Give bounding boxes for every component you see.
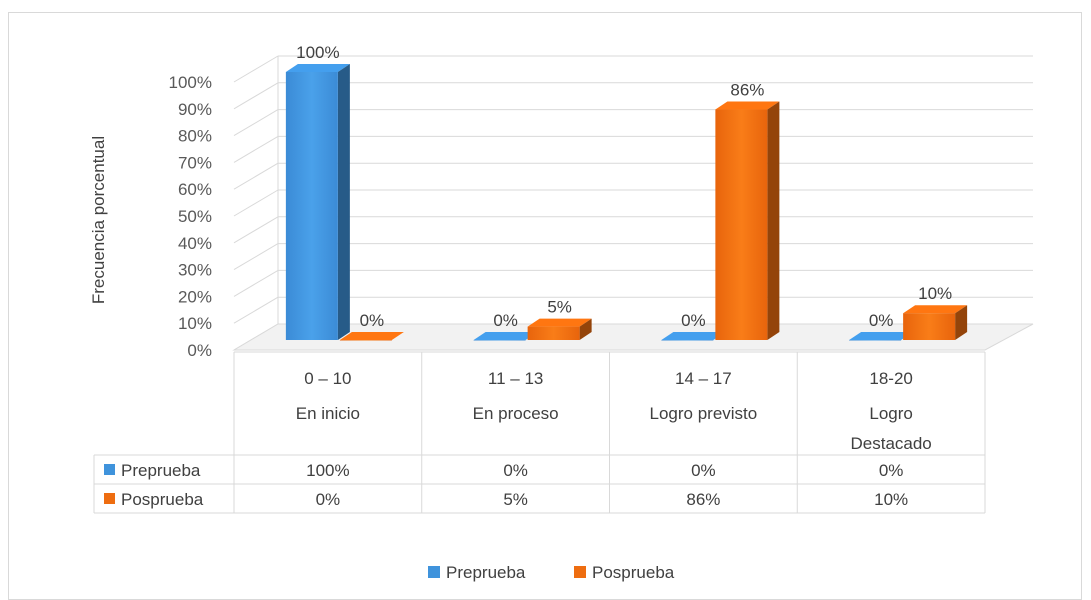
bar-preprueba-0: [285, 72, 338, 340]
table-cell-preprueba-2: 0%: [691, 461, 716, 480]
bar-posprueba-2: [715, 109, 768, 341]
bar-posprueba-3: [903, 313, 956, 340]
bars: [285, 64, 968, 341]
y-tick-label: 20%: [178, 287, 212, 306]
gridline-side: [233, 162, 279, 190]
y-tick-label: 30%: [178, 261, 212, 280]
bar-side-posprueba-3: [955, 305, 968, 340]
bar-side-posprueba-1: [579, 318, 592, 340]
y-tick-label: 40%: [178, 234, 212, 253]
data-label-posprueba-2: 86%: [730, 81, 764, 100]
bar-preprueba-1: [473, 340, 526, 341]
series-key-preprueba: [104, 464, 115, 475]
y-tick-label: 100%: [169, 73, 212, 92]
table-cell-posprueba-3: 10%: [874, 490, 908, 509]
category-level-0: En inicio: [296, 404, 360, 423]
bar-top-posprueba-0: [339, 332, 404, 340]
gridline-side: [233, 189, 279, 217]
table-cell-preprueba-1: 0%: [503, 461, 528, 480]
data-label-preprueba-1: 0%: [493, 311, 518, 330]
table-cell-preprueba-3: 0%: [879, 461, 904, 480]
bar-top-preprueba-3: [849, 332, 914, 340]
data-table: 0 – 10 En inicio 11 – 13 En proceso 14 – 17 L…: [93, 351, 986, 514]
bar-side-preprueba-0: [337, 64, 350, 340]
y-tick-label: 90%: [178, 100, 212, 119]
data-label-posprueba-1: 5%: [547, 298, 572, 317]
y-tick-label: 70%: [178, 153, 212, 172]
chart-floor: [232, 323, 1034, 351]
legend-label-posprueba: Posprueba: [592, 563, 675, 582]
gridline-side: [233, 216, 279, 244]
gridline-side: [233, 55, 279, 83]
data-label-posprueba-3: 10%: [918, 284, 952, 303]
y-tick-label: 0%: [187, 341, 212, 360]
category-range-2: 14 – 17: [675, 369, 732, 388]
bar-posprueba-1: [527, 326, 580, 340]
bar-preprueba-2: [661, 340, 714, 341]
table-cell-preprueba-0: 100%: [306, 461, 349, 480]
y-tick-label: 80%: [178, 127, 212, 146]
category-level-3: Logro: [869, 404, 912, 423]
data-labels: 100% 0% 0% 5% 0% 86% 0% 10%: [296, 43, 952, 330]
y-axis-ticks: 0% 10% 20% 30% 40% 50% 60% 70% 80% 90% 100%: [169, 73, 212, 360]
y-axis-label: Frecuencia porcentual: [89, 136, 108, 304]
data-label-preprueba-3: 0%: [869, 311, 894, 330]
category-level-2: Logro previsto: [650, 404, 758, 423]
series-key-posprueba: [104, 493, 115, 504]
bar-top-preprueba-2: [661, 332, 726, 340]
gridline-side: [233, 135, 279, 163]
legend-key-posprueba: [574, 566, 586, 578]
bar-top-preprueba-0: [285, 64, 350, 72]
bar-preprueba-3: [849, 340, 902, 341]
bar-top-posprueba-1: [527, 318, 592, 327]
gridline-side: [233, 243, 279, 271]
data-label-posprueba-0: 0%: [360, 311, 385, 330]
y-tick-label: 50%: [178, 207, 212, 226]
gridline-side: [233, 269, 279, 297]
bar-side-posprueba-2: [767, 101, 780, 341]
series-name-posprueba: Posprueba: [121, 490, 204, 509]
legend: Preprueba Posprueba: [428, 563, 675, 582]
table-cell-posprueba-1: 5%: [503, 490, 528, 509]
gridline-side: [233, 296, 279, 324]
data-label-preprueba-0: 100%: [296, 43, 339, 62]
legend-key-preprueba: [428, 566, 440, 578]
category-range-0: 0 – 10: [304, 369, 351, 388]
category-range-1: 11 – 13: [488, 369, 543, 388]
data-label-preprueba-2: 0%: [681, 311, 706, 330]
y-tick-label: 10%: [178, 314, 212, 333]
table-cell-posprueba-2: 86%: [686, 490, 720, 509]
gridline-side: [233, 109, 279, 137]
series-name-preprueba: Preprueba: [121, 461, 201, 480]
category-range-3: 18-20: [869, 369, 912, 388]
category-level-3: Destacado: [850, 434, 931, 453]
table-cell-posprueba-0: 0%: [316, 490, 341, 509]
gridlines: [232, 55, 1034, 351]
bar-top-posprueba-2: [715, 101, 780, 110]
bar-posprueba-0: [339, 340, 392, 341]
y-tick-label: 60%: [178, 180, 212, 199]
bar-top-posprueba-3: [903, 305, 968, 314]
bar-top-preprueba-1: [473, 332, 538, 340]
legend-label-preprueba: Preprueba: [446, 563, 526, 582]
category-level-1: En proceso: [473, 404, 559, 423]
gridline-side: [233, 82, 279, 110]
